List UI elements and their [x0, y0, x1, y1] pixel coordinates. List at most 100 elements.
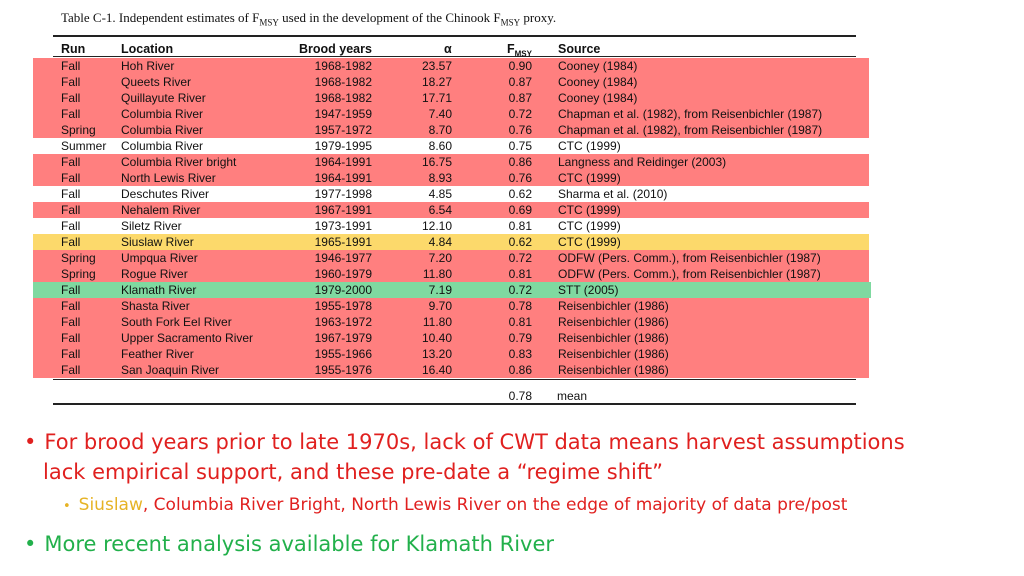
cell-brood: 1965-1991 [314, 235, 372, 249]
cell-fmsy: 0.87 [508, 91, 532, 105]
cell-fmsy: 0.81 [508, 267, 532, 281]
mean-value: 0.78 [508, 389, 532, 403]
cell-run: Spring [61, 123, 96, 137]
row-highlight-red [33, 330, 869, 346]
caption-prefix: Table C-1. Independent estimates of F [61, 10, 260, 25]
cell-source: Cooney (1984) [558, 91, 638, 105]
cell-source: Sharma et al. (2010) [558, 187, 668, 201]
cell-run: Fall [61, 299, 81, 313]
cell-fmsy: 0.87 [508, 75, 532, 89]
cell-brood: 1947-1959 [314, 107, 372, 121]
cell-location: Hoh River [121, 59, 175, 73]
cell-source: ODFW (Pers. Comm.), from Reisenbichler (… [558, 251, 821, 265]
cell-alpha: 4.84 [428, 235, 452, 249]
sub-bullet-glyph: • [63, 499, 71, 514]
row-highlight-yellow [33, 234, 869, 250]
cell-alpha: 7.20 [428, 251, 452, 265]
bullet-2-glyph: • [24, 532, 37, 556]
cell-fmsy: 0.86 [508, 155, 532, 169]
sub-bullet-1: • Siuslaw, Columbia River Bright, North L… [63, 494, 847, 518]
header-fmsy-sub: MSY [514, 49, 532, 59]
cell-alpha: 6.54 [428, 203, 452, 217]
table-header-rule [53, 56, 856, 57]
header-location: Location [121, 42, 174, 56]
cell-brood: 1979-1995 [314, 139, 372, 153]
cell-location: Quillayute River [121, 91, 206, 105]
cell-brood: 1957-1972 [314, 123, 372, 137]
cell-source: Reisenbichler (1986) [558, 347, 669, 361]
sub-bullet-text: , Columbia River Bright, North Lewis Riv… [142, 495, 848, 515]
cell-run: Fall [61, 171, 81, 185]
table-end-rule [53, 403, 856, 405]
cell-source: Chapman et al. (1982), from Reisenbichle… [558, 107, 823, 121]
cell-alpha: 16.40 [421, 363, 452, 377]
cell-brood: 1963-1972 [314, 315, 372, 329]
cell-brood: 1955-1976 [314, 363, 372, 377]
row-highlight-red [33, 170, 869, 186]
cell-brood: 1977-1998 [314, 187, 372, 201]
cell-alpha: 8.70 [428, 123, 452, 137]
cell-source: Reisenbichler (1986) [558, 363, 669, 377]
cell-run: Fall [61, 203, 81, 217]
row-highlight-green [33, 282, 871, 298]
cell-source: Cooney (1984) [558, 59, 638, 73]
cell-run: Fall [61, 219, 81, 233]
header-run: Run [61, 42, 86, 56]
row-highlight-red [33, 314, 869, 330]
cell-brood: 1967-1991 [314, 203, 372, 217]
caption-sub1: MSY [259, 17, 279, 28]
cell-fmsy: 0.79 [508, 331, 532, 345]
row-highlight-red [33, 90, 869, 106]
bullet-1: • For brood years prior to late 1970s, la… [24, 428, 905, 456]
cell-fmsy: 0.83 [508, 347, 532, 361]
cell-run: Fall [61, 283, 81, 297]
cell-run: Spring [61, 251, 96, 265]
cell-run: Fall [61, 363, 81, 377]
bullet-2-text: More recent analysis available for Klama… [44, 532, 555, 556]
cell-brood: 1979-2000 [314, 283, 372, 297]
row-highlight-red [33, 250, 869, 266]
cell-run: Summer [61, 139, 107, 153]
cell-fmsy: 0.72 [508, 283, 532, 297]
cell-location: Klamath River [121, 283, 197, 297]
cell-run: Fall [61, 91, 81, 105]
cell-location: Columbia River [121, 123, 204, 137]
cell-run: Fall [61, 235, 81, 249]
cell-run: Fall [61, 75, 81, 89]
cell-run: Fall [61, 107, 81, 121]
cell-brood: 1973-1991 [314, 219, 372, 233]
row-highlight-red [33, 202, 869, 218]
row-highlight-red [33, 346, 869, 362]
cell-location: San Joaquin River [121, 363, 220, 377]
cell-fmsy: 0.69 [508, 203, 532, 217]
cell-fmsy: 0.76 [508, 171, 532, 185]
cell-source: Reisenbichler (1986) [558, 331, 669, 345]
cell-location: Nehalem River [121, 203, 201, 217]
cell-run: Fall [61, 331, 81, 345]
cell-brood: 1955-1978 [314, 299, 372, 313]
cell-fmsy: 0.86 [508, 363, 532, 377]
cell-source: CTC (1999) [558, 203, 621, 217]
bullet-1-continued-text: lack empirical support, and these pre-da… [43, 460, 664, 484]
cell-fmsy: 0.76 [508, 123, 532, 137]
cell-fmsy: 0.78 [508, 299, 532, 313]
cell-alpha: 11.80 [422, 267, 452, 281]
header-fmsy-main: F [507, 42, 515, 56]
cell-source: CTC (1999) [558, 171, 621, 185]
cell-location: Feather River [121, 347, 194, 361]
cell-source: Reisenbichler (1986) [558, 315, 669, 329]
cell-brood: 1968-1982 [314, 59, 372, 73]
row-highlight-red [33, 58, 869, 74]
cell-location: Siuslaw River [121, 235, 194, 249]
cell-alpha: 11.80 [422, 315, 452, 329]
bullet-2: • More recent analysis available for Klam… [24, 530, 554, 558]
caption-middle: used in the development of the Chinook F [278, 10, 501, 25]
mean-label: mean [557, 389, 588, 403]
row-highlight-red [33, 298, 869, 314]
cell-fmsy: 0.62 [508, 235, 532, 249]
cell-source: CTC (1999) [558, 139, 621, 153]
cell-source: Chapman et al. (1982), from Reisenbichle… [558, 123, 823, 137]
header-alpha: α [444, 42, 452, 56]
cell-run: Fall [61, 59, 81, 73]
cell-brood: 1955-1966 [314, 347, 372, 361]
